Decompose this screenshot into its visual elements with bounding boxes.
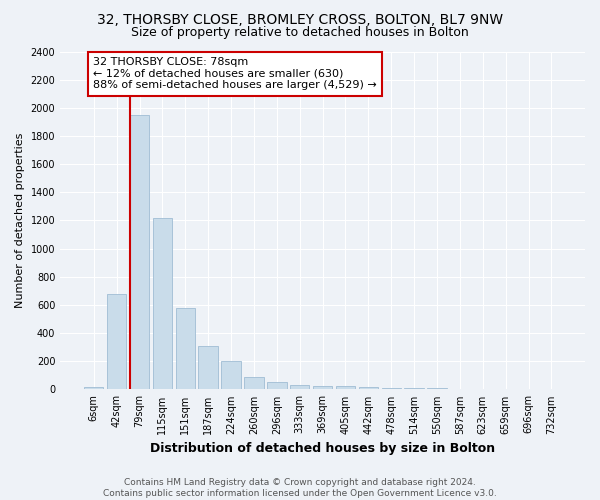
Text: 32, THORSBY CLOSE, BROMLEY CROSS, BOLTON, BL7 9NW: 32, THORSBY CLOSE, BROMLEY CROSS, BOLTON… — [97, 12, 503, 26]
Bar — [290, 385, 310, 390]
Bar — [199, 346, 218, 390]
Bar — [244, 377, 263, 390]
Bar — [404, 388, 424, 390]
Bar — [450, 388, 470, 390]
Bar — [473, 388, 493, 390]
Bar — [427, 388, 447, 390]
Bar — [130, 115, 149, 390]
Bar — [359, 388, 378, 390]
Bar — [84, 388, 103, 390]
Text: 32 THORSBY CLOSE: 78sqm
← 12% of detached houses are smaller (630)
88% of semi-d: 32 THORSBY CLOSE: 78sqm ← 12% of detache… — [93, 57, 377, 90]
Y-axis label: Number of detached properties: Number of detached properties — [15, 133, 25, 308]
Bar — [336, 386, 355, 390]
Bar — [221, 362, 241, 390]
Bar — [107, 294, 127, 390]
Text: Contains HM Land Registry data © Crown copyright and database right 2024.
Contai: Contains HM Land Registry data © Crown c… — [103, 478, 497, 498]
Bar — [313, 386, 332, 390]
Bar — [267, 382, 287, 390]
Bar — [382, 388, 401, 390]
Bar — [152, 218, 172, 390]
X-axis label: Distribution of detached houses by size in Bolton: Distribution of detached houses by size … — [150, 442, 495, 455]
Bar — [176, 308, 195, 390]
Text: Size of property relative to detached houses in Bolton: Size of property relative to detached ho… — [131, 26, 469, 39]
